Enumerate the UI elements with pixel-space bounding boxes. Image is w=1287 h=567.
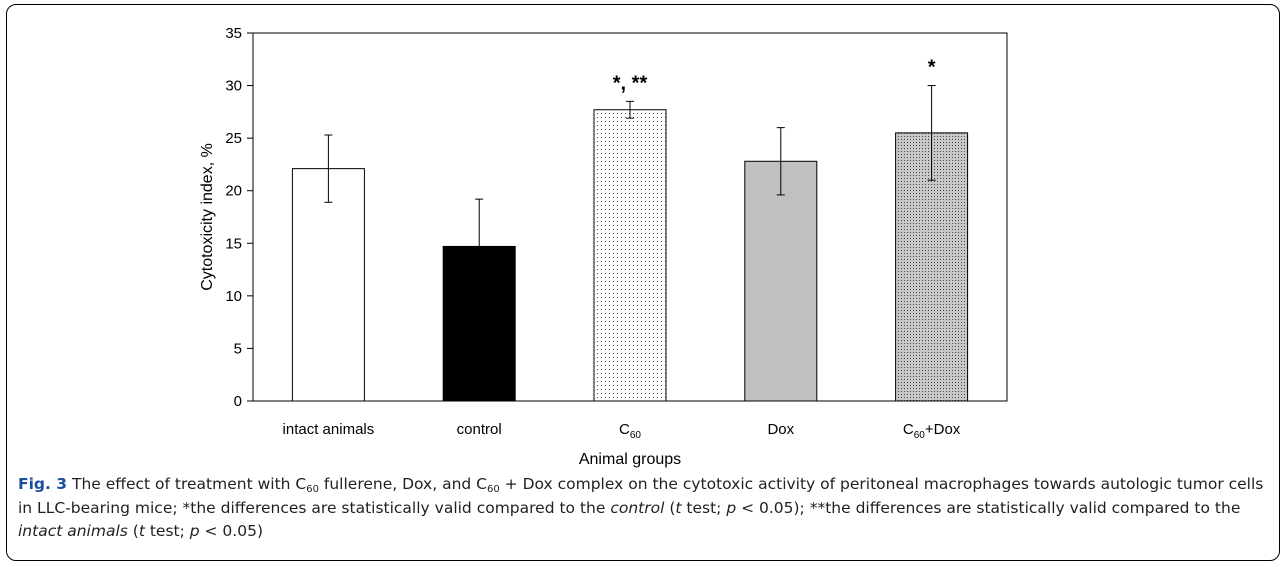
x-tick-label: C60 <box>619 421 641 441</box>
x-axis-title: Animal groups <box>579 451 681 468</box>
figure-frame <box>6 4 1280 561</box>
y-tick-label: 25 <box>225 130 242 147</box>
figure-label: Fig. 3 <box>18 475 68 493</box>
caption-text: The effect of treatment with C60 fullere… <box>18 475 1264 540</box>
y-axis: 0 5 10 15 20 25 30 35 <box>225 25 253 410</box>
x-tick-label: intact animals <box>283 421 375 438</box>
figure-caption: Fig. 3 The effect of treatment with C60 … <box>18 473 1273 544</box>
y-tick-label: 30 <box>225 78 242 95</box>
y-tick-label: 10 <box>225 288 242 305</box>
x-tick-label: C60+Dox <box>903 421 961 441</box>
y-tick-label: 35 <box>225 25 242 42</box>
significance-marker: * <box>928 57 936 79</box>
x-axis: intact animals control C60 Dox C60+Dox <box>283 421 961 441</box>
y-tick-label: 0 <box>234 393 242 410</box>
bar <box>744 160 818 402</box>
bar <box>593 109 667 402</box>
significance-marker: *, ** <box>613 72 648 94</box>
x-tick-label: Dox <box>767 421 794 438</box>
y-tick-label: 15 <box>225 235 242 252</box>
y-axis-title: Cytotoxicity index, % <box>199 143 216 291</box>
bar-chart: 0 5 10 15 20 25 30 35 *, ** * intact animals cont… <box>199 25 1008 468</box>
y-tick-label: 20 <box>225 183 242 200</box>
bar <box>291 168 365 402</box>
x-tick-label: control <box>457 421 502 438</box>
y-tick-label: 5 <box>234 340 242 357</box>
bar-series: *, ** * <box>291 57 969 402</box>
